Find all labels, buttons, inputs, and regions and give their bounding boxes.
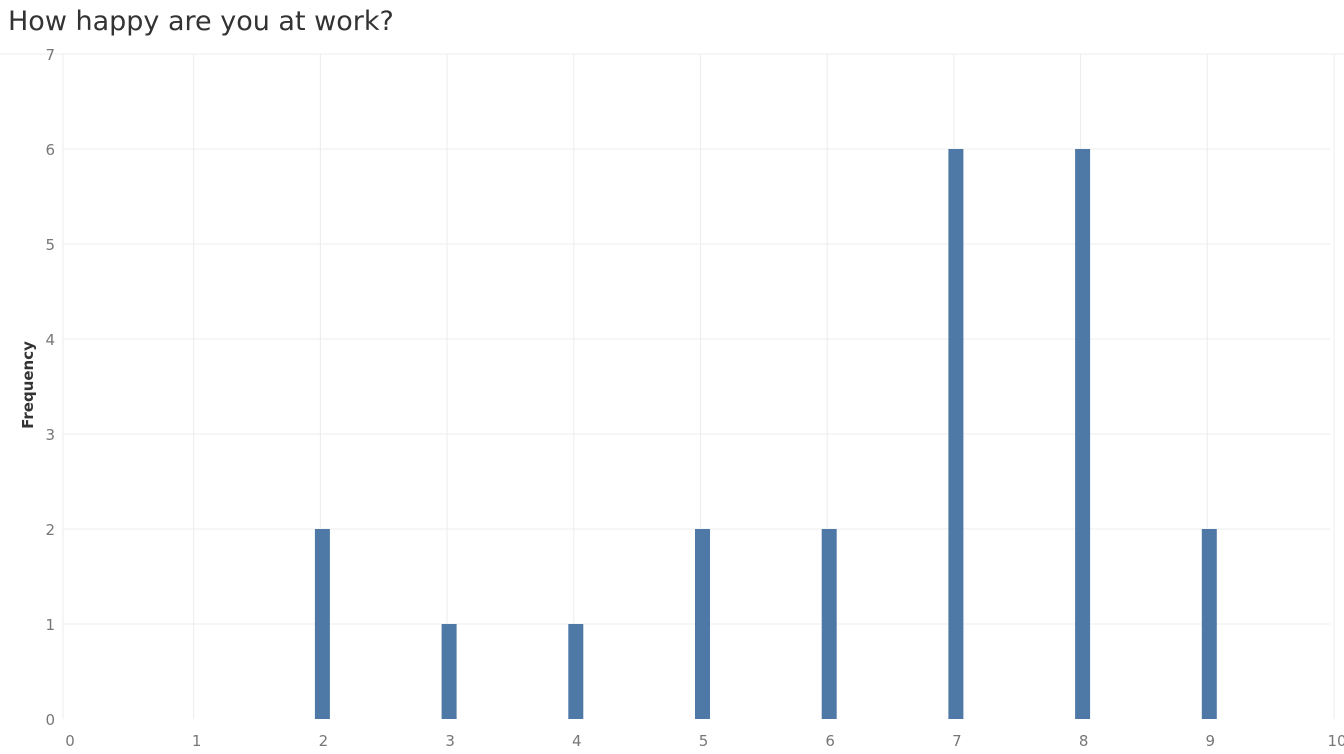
x-tick-label: 0 [65, 732, 75, 750]
bars [314, 149, 1217, 719]
y-tick-label: 1 [45, 616, 55, 634]
y-tick-label: 3 [45, 426, 55, 444]
x-tick-label: 4 [572, 732, 582, 750]
chart-title: How happy are you at work? [8, 6, 394, 37]
y-tick-label: 5 [45, 236, 55, 254]
x-tick-label: 1 [192, 732, 202, 750]
x-tick-label: 6 [825, 732, 835, 750]
y-tick-label: 7 [45, 46, 55, 64]
bar-5 [695, 529, 710, 719]
y-tick-label: 2 [45, 521, 55, 539]
bar-6 [821, 529, 837, 719]
y-tick-label: 6 [45, 141, 55, 159]
x-tick-label: 8 [1079, 732, 1089, 750]
x-tick-label: 3 [445, 732, 455, 750]
y-tick-labels: 0 1 2 3 4 5 6 7 [45, 46, 55, 729]
x-tick-label: 7 [952, 732, 962, 750]
bar-7 [948, 149, 964, 719]
x-tick-label: 10 [1327, 732, 1344, 750]
bar-9 [1201, 529, 1217, 719]
bar-2 [314, 529, 330, 719]
x-tick-label: 5 [699, 732, 709, 750]
y-tick-label: 4 [45, 331, 55, 349]
gridlines [0, 53, 1344, 719]
x-tick-label: 9 [1206, 732, 1216, 750]
bar-4 [568, 624, 584, 719]
x-tick-label: 2 [319, 732, 329, 750]
bar-8 [1075, 149, 1091, 719]
y-tick-label: 0 [45, 711, 55, 729]
y-axis-label: Frequency [19, 341, 37, 429]
x-tick-labels: 0 1 2 3 4 5 6 7 8 9 10 [65, 732, 1344, 750]
bar-3 [441, 624, 457, 719]
